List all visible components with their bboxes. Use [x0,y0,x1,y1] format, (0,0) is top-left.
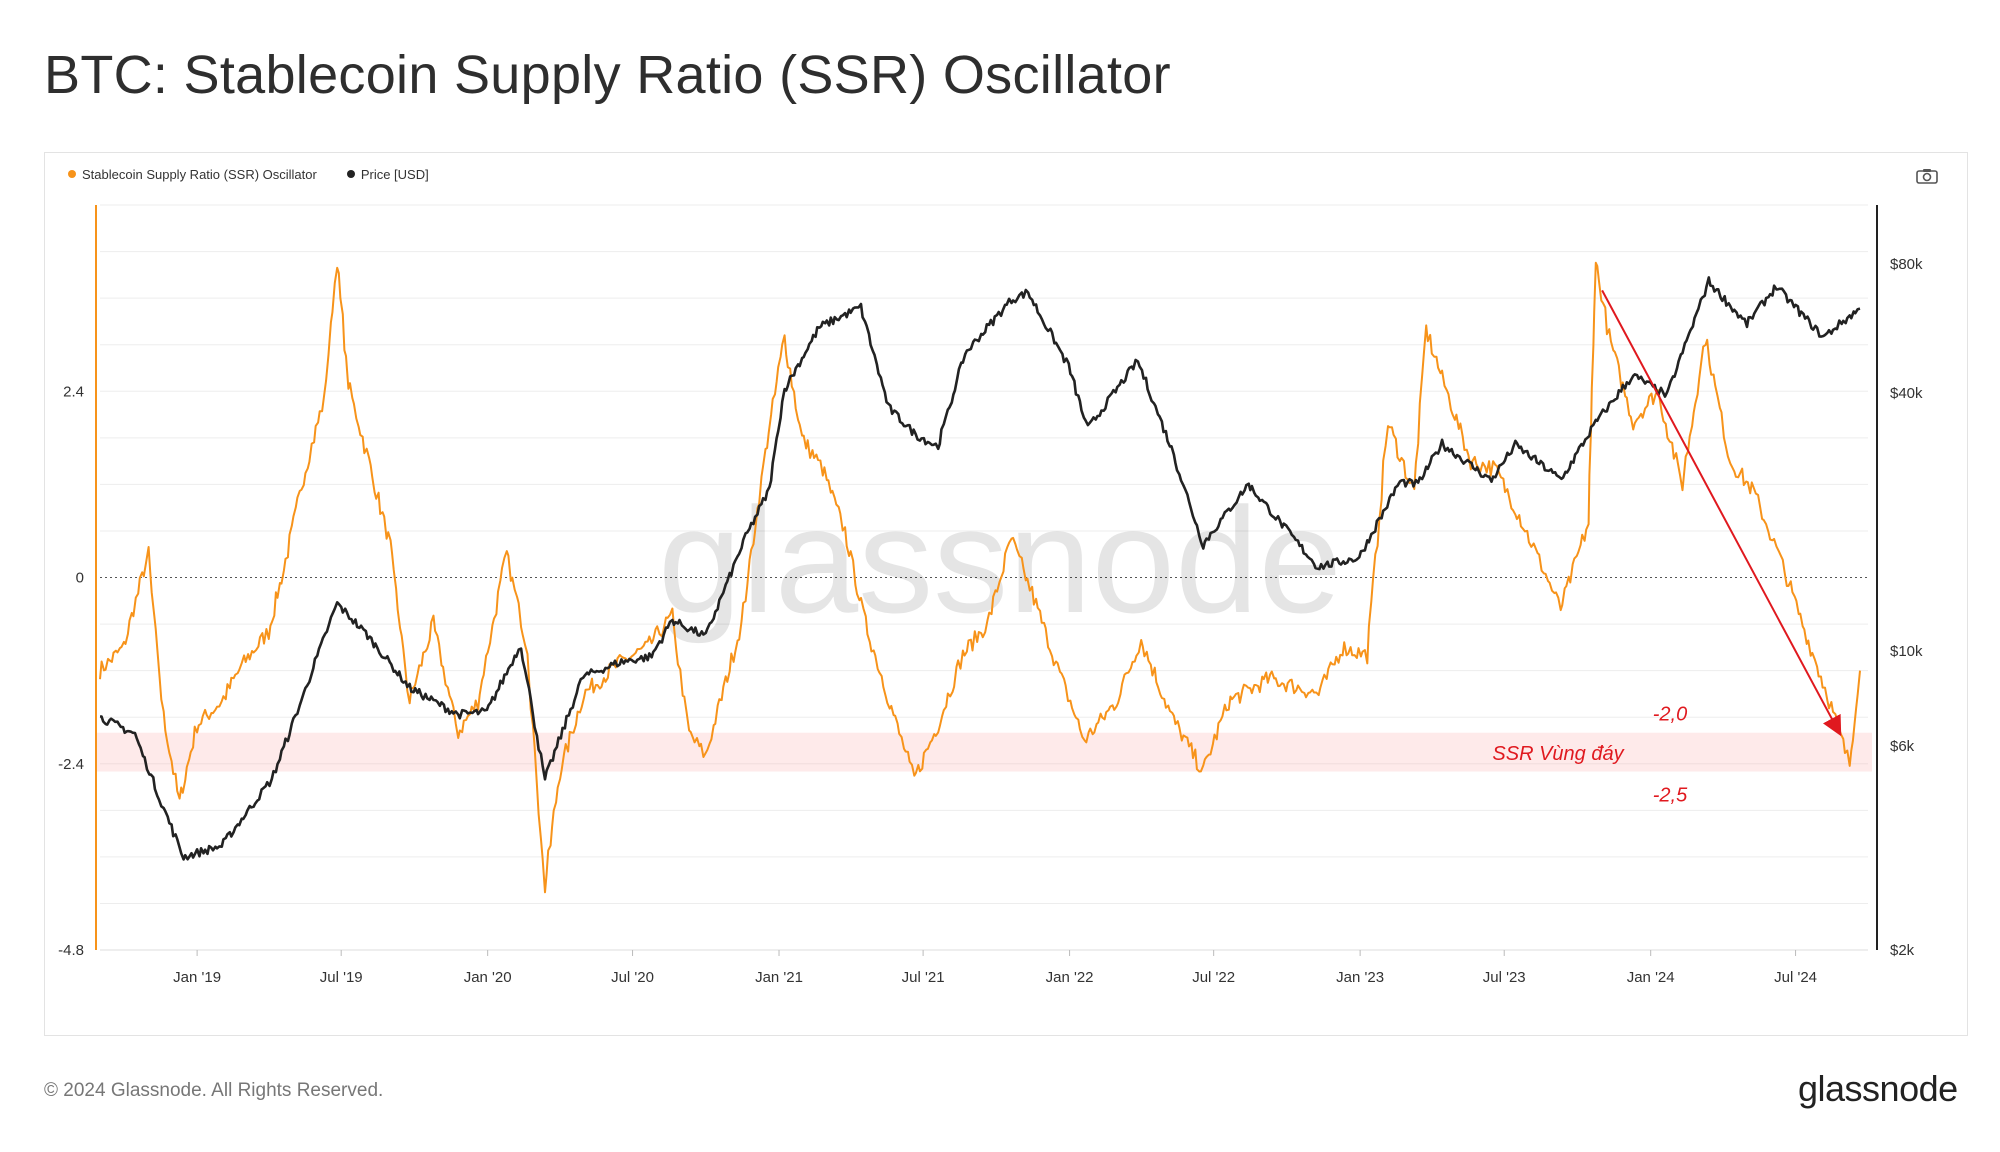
x-tick-label: Jan '24 [1627,969,1675,986]
y-left-tick-label: 0 [76,570,84,587]
camera-icon[interactable] [1916,168,1938,184]
y-right-tick-label: $2k [1890,942,1915,959]
annotations: -2,0 SSR Vùng đáy -2,5 [1492,289,1842,807]
footer-brand-logo: glassnode [1798,1068,1958,1109]
page-title: BTC: Stablecoin Supply Ratio (SSR) Oscil… [44,45,1171,105]
legend-item-ssr[interactable]: Stablecoin Supply Ratio (SSR) Oscillator [68,167,317,182]
axes: 2.4 0 -2.4 -4.8 $80k $40k $10k $6k $2k Jan '19 Jul… [58,205,1923,986]
x-tick-label: Jan '22 [1046,969,1094,986]
ssr-bottom-zone [96,732,1872,772]
x-tick-label: Jul '23 [1483,969,1526,986]
chart-legend: Stablecoin Supply Ratio (SSR) Oscillator… [68,164,429,184]
y-right-tick-label: $40k [1890,385,1923,402]
legend-label-price: Price [USD] [360,166,429,182]
x-tick-label: Jan '21 [755,969,803,986]
x-tick-label: Jul '22 [1192,969,1235,986]
legend-dot-price [346,170,355,178]
bottom-zone-band [96,732,1872,772]
y-left-tick-label: -4.8 [58,942,84,959]
legend-dot-ssr [68,170,76,178]
y-right-tick-label: $80k [1890,256,1923,273]
legend-label-ssr: Stablecoin Supply Ratio (SSR) Oscillator [82,166,317,182]
series-lines [99,261,1861,894]
x-tick-label: Jan '23 [1336,969,1384,986]
x-tick-label: Jan '20 [464,969,512,986]
trend-arrow [1601,289,1842,737]
price-line [99,276,1861,861]
x-tick-label: Jul '21 [902,969,945,986]
ssr-oscillator-line [99,261,1861,894]
y-right-tick-label: $6k [1890,738,1915,755]
watermark-text: glassnode [658,476,1342,644]
zone-name-label: SSR Vùng đáy [1492,743,1624,765]
legend-item-price[interactable]: Price [USD] [346,166,429,182]
y-left-tick-label: 2.4 [63,383,84,400]
footer-copyright: © 2024 Glassnode. All Rights Reserved. [44,1080,384,1101]
chart-panel [44,152,1968,1036]
x-tick-label: Jul '24 [1774,969,1817,986]
y-left-tick-label: -2.4 [58,756,84,773]
watermark: glassnode [658,476,1342,644]
zone-lower-label: -2,5 [1653,785,1688,807]
x-tick-label: Jul '20 [611,969,654,986]
x-tick-label: Jan '19 [173,969,221,986]
y-right-tick-label: $10k [1890,643,1923,660]
zone-upper-label: -2,0 [1653,704,1687,726]
x-tick-label: Jul '19 [320,969,363,986]
camera-icon-graphic [1916,169,1938,184]
